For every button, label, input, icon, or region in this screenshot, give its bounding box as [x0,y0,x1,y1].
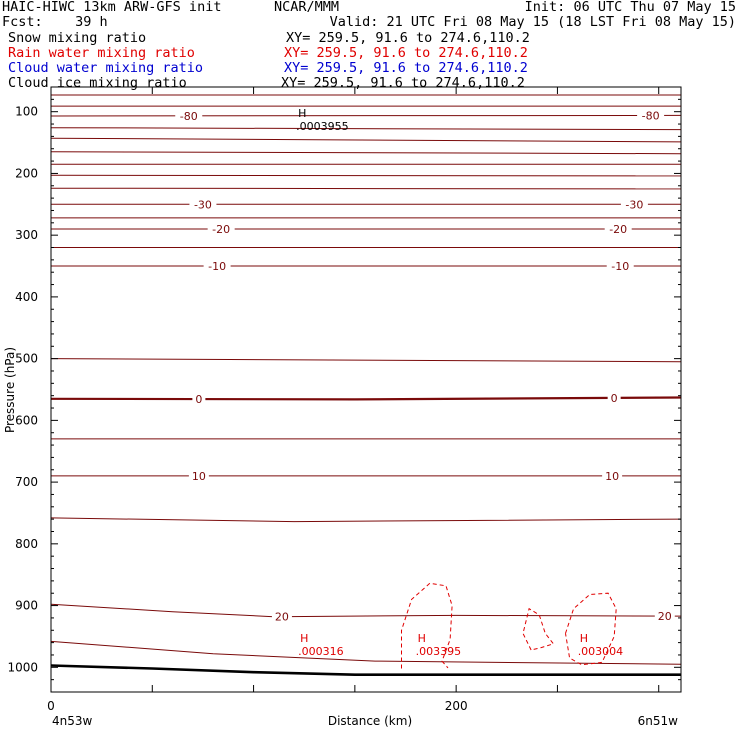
model-title: HAIC-HIWC 13km ARW-GFS init [2,0,222,15]
isotherm-line [50,114,682,117]
rain-contour [522,607,555,651]
max-symbol: H [580,632,588,645]
max-value: .0003955 [296,120,349,133]
isotherm-line [50,517,682,523]
isotherm-label-bg [654,609,675,623]
isotherm-line [50,358,682,363]
max-value: .003004 [578,645,624,658]
isotherm-line [50,174,682,177]
isotherm-label: 10 [192,470,206,483]
isotherm-label: -10 [611,260,629,273]
isotherm-label-bg [192,392,206,406]
isotherm-label: 20 [275,611,289,624]
legend-snow-label: Snow mixing ratio [8,30,147,46]
x-axis-title: Distance (km) [328,714,412,728]
isotherm-label: 20 [658,610,672,623]
isotherm-label: -30 [194,198,212,211]
isotherm-line [50,151,682,155]
y-tick-label: 1000 [7,660,38,674]
isotherm-label-bg [604,221,632,235]
legend-rain-xy: XY= 259.5, 91.6 to 274.6,110.2 [284,45,528,61]
isotherm-label: -80 [642,109,660,122]
isotherm-line [50,187,682,190]
isotherm-line [50,603,682,618]
isotherm-label-bg [271,609,292,623]
isotherm-label: -20 [609,223,627,236]
x-end-label: 6n51w [638,714,679,728]
max-value: .003395 [416,645,462,658]
isotherm-label: -20 [212,223,230,236]
y-tick-label: 800 [15,537,38,551]
valid-time: Valid: 21 UTC Fri 08 May 15 (18 LST Fri … [329,14,736,30]
isotherm-line [50,137,682,143]
max-symbol: H [300,632,308,645]
isotherm-label: -10 [208,260,226,273]
rain-contour [401,582,453,669]
y-tick-label: 900 [15,599,38,613]
y-tick-label: 200 [15,166,38,180]
isotherm-label-bg [188,468,209,482]
isotherm-line [50,396,682,401]
isotherm-label: -80 [180,110,198,123]
org-label: NCAR/MMM [274,0,340,15]
legend-cloud-water-xy: XY= 259.5, 91.6 to 274.6,110.2 [284,60,528,76]
isotherm-label: 10 [605,470,619,483]
isotherm-label-bg [189,197,217,211]
max-symbol: H [418,632,426,645]
rain-contour [565,592,617,666]
y-tick-label: 100 [15,105,38,119]
init-time: Init: 06 UTC Thu 07 May 15 [524,0,736,15]
isotherm-label-bg [602,468,623,482]
y-tick-label: 500 [15,352,38,366]
isotherm-line [50,640,682,665]
isotherm-label-bg [175,108,203,122]
isotherm-line [50,127,682,131]
legend-snow-xy: XY= 259.5, 91.6 to 274.6,110.2 [286,30,530,46]
isotherm-label: 0 [195,393,202,406]
legend-rain-label: Rain water mixing ratio [8,45,195,61]
y-tick-label: 700 [15,475,38,489]
terrain-line [50,664,681,677]
isotherm-label-bg [203,259,231,273]
isotherm-label-bg [637,108,665,122]
plot-frame [50,86,682,693]
isotherm-label-bg [620,197,648,211]
isotherm-label-bg [606,259,634,273]
y-axis-title: Pressure (hPa) [3,347,17,433]
y-tick-label: 600 [15,413,38,427]
x-start-label: 4n53w [52,714,93,728]
isotherm-label: 0 [611,392,618,405]
x-tick-label: 0 [47,699,55,713]
y-tick-label: 400 [15,290,38,304]
max-value: .000316 [298,645,344,658]
forecast-hour: Fcst: 39 h [2,14,108,30]
isotherm-label-bg [207,221,235,235]
isotherm-label-bg [607,390,621,404]
legend-cloud-water-label: Cloud water mixing ratio [8,60,204,76]
isotherm-label: -30 [625,198,643,211]
y-tick-label: 300 [15,228,38,242]
x-tick-label: 200 [445,699,468,713]
max-symbol: H [298,107,306,120]
